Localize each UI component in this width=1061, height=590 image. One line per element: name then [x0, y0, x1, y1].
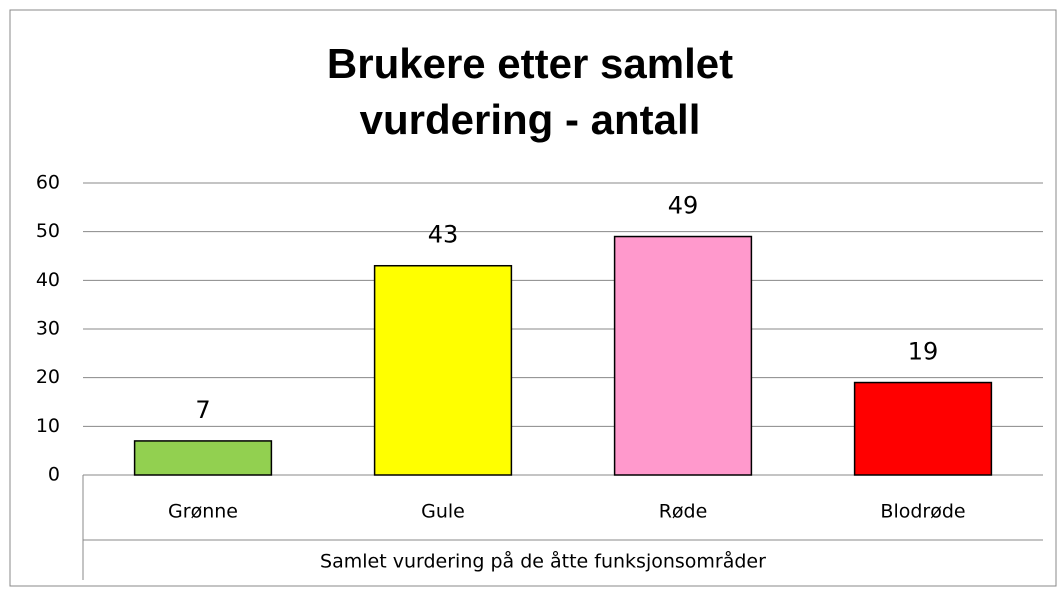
y-tick-label: 50 — [36, 220, 60, 242]
chart-title: Brukere etter samlet vurdering - antall — [326, 40, 734, 143]
bar — [853, 381, 993, 476]
y-tick-label: 10 — [36, 415, 60, 437]
bar — [133, 440, 273, 476]
bar — [373, 264, 513, 476]
y-tick-label: 40 — [36, 269, 60, 291]
bar — [613, 235, 753, 476]
x-tick-label: Blodrøde — [880, 501, 965, 523]
x-tick-label: Gule — [421, 501, 465, 523]
y-tick-label: 20 — [36, 366, 60, 388]
data-label: 7 — [195, 396, 210, 424]
x-tick-label: Grønne — [168, 501, 238, 523]
y-tick-label: 0 — [48, 464, 60, 486]
y-tick-label: 60 — [36, 172, 60, 194]
x-tick-label: Røde — [659, 501, 708, 523]
chart-frame — [9, 9, 1057, 587]
x-axis-label: Samlet vurdering på de åtte funksjonsomr… — [320, 550, 766, 573]
data-label: 19 — [908, 338, 939, 366]
data-label: 49 — [668, 192, 699, 220]
y-tick-label: 30 — [36, 318, 60, 340]
data-label: 43 — [428, 221, 459, 249]
